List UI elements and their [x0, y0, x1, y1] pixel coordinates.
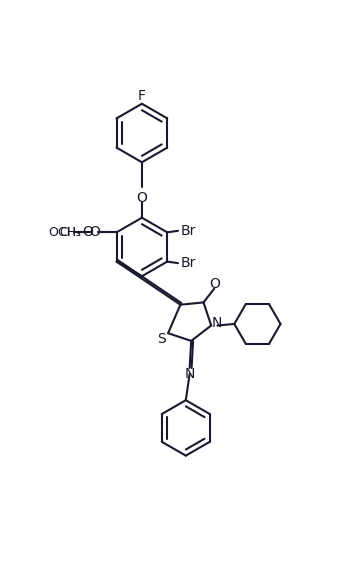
Text: N: N — [211, 316, 222, 330]
Text: N: N — [185, 367, 195, 381]
Text: Br: Br — [181, 224, 197, 238]
Text: CH₃: CH₃ — [59, 226, 81, 239]
Text: Br: Br — [181, 256, 197, 270]
Text: O: O — [89, 225, 100, 239]
Text: O: O — [83, 225, 94, 239]
Text: OCH₃: OCH₃ — [49, 226, 82, 239]
Text: O: O — [209, 277, 220, 291]
Text: S: S — [157, 332, 166, 346]
Text: O: O — [136, 191, 147, 205]
Text: F: F — [138, 89, 146, 103]
